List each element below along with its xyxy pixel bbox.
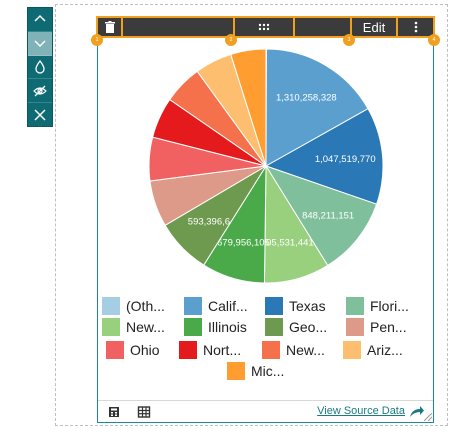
legend-item[interactable]: Ariz... [343, 341, 403, 359]
resize-handle-4[interactable]: 4 [428, 34, 440, 46]
widget-toolbar: Edit [96, 16, 435, 38]
toolbar-spacer-left [123, 18, 235, 36]
legend-item[interactable]: New... [102, 318, 165, 336]
export-icon[interactable] [107, 405, 121, 419]
pie-chart: 4,679,165,81,310,258,3281,047,519,770848… [148, 48, 384, 284]
slice-data-label: 593,396,6 [188, 216, 230, 227]
grip-icon [258, 23, 270, 31]
table-icon[interactable] [137, 405, 151, 419]
edit-button[interactable]: Edit [352, 18, 398, 36]
legend-label: Ohio [130, 342, 160, 358]
legend-item[interactable]: Flori... [346, 297, 409, 315]
hide-button[interactable] [28, 79, 52, 104]
legend-swatch [184, 318, 202, 336]
legend-item[interactable]: Pen... [346, 318, 407, 336]
legend-item[interactable]: Calif... [184, 297, 248, 315]
slice-data-label: 679,956,105 [217, 237, 270, 248]
legend-label: Illinois [208, 319, 247, 335]
slice-data-label: 705,531,441 [261, 238, 314, 249]
legend-item[interactable]: Ohio [106, 341, 160, 359]
legend-label: Calif... [208, 298, 248, 314]
legend-item[interactable]: Geo... [265, 318, 327, 336]
slice-data-label: 1,047,519,770 [315, 154, 376, 165]
pie-slice[interactable] [264, 165, 378, 267]
legend-item[interactable]: New... [262, 341, 325, 359]
legend-swatch [346, 318, 364, 336]
legend-label: Texas [289, 298, 326, 314]
legend-label: Ariz... [367, 342, 403, 358]
legend-swatch [265, 318, 283, 336]
toolbar-spacer-right [295, 18, 352, 36]
share-icon[interactable] [409, 404, 425, 418]
slice-data-label: 848,211,151 [302, 211, 354, 222]
legend-swatch [106, 341, 124, 359]
legend-item[interactable]: Mic... [227, 362, 284, 380]
move-down-button[interactable] [28, 31, 52, 56]
widget-footer: View Source Data [98, 400, 433, 422]
edit-button-label: Edit [362, 19, 386, 35]
legend-swatch [265, 297, 283, 315]
legend-swatch [343, 341, 361, 359]
color-button[interactable] [28, 56, 52, 80]
resize-corner-icon[interactable] [424, 413, 432, 421]
delete-button[interactable] [98, 18, 123, 36]
legend-label: Mic... [251, 363, 285, 379]
legend-item[interactable]: (Oth... [102, 297, 165, 315]
more-vertical-icon [414, 21, 417, 33]
move-up-button[interactable] [28, 8, 52, 32]
pie-slice[interactable] [230, 48, 267, 167]
resize-handle-3[interactable]: 3 [343, 34, 355, 46]
legend-label: Flori... [370, 298, 409, 314]
more-menu-button[interactable] [398, 18, 433, 36]
close-icon [34, 109, 46, 121]
drag-handle[interactable] [235, 18, 295, 36]
legend-swatch [227, 362, 245, 380]
dashboard-frame [55, 4, 448, 426]
legend-item[interactable]: Texas [265, 297, 326, 315]
view-source-data-link[interactable]: View Source Data [317, 405, 405, 417]
legend-label: New... [126, 319, 165, 335]
legend-swatch [102, 297, 120, 315]
legend-swatch [102, 318, 120, 336]
legend-label: Geo... [289, 319, 328, 335]
legend-swatch [184, 297, 202, 315]
chevron-down-icon [34, 40, 46, 48]
legend-swatch [179, 341, 197, 359]
chevron-up-icon [34, 15, 46, 22]
slice-data-label: 1,310,258,328 [276, 92, 337, 103]
drop-icon [35, 59, 45, 74]
legend-swatch [262, 341, 280, 359]
legend-label: New... [286, 342, 325, 358]
legend-label: Pen... [370, 319, 407, 335]
resize-handle-2[interactable]: 2 [225, 34, 237, 46]
side-toolbar [27, 7, 53, 127]
legend-item[interactable]: Nort... [179, 341, 241, 359]
pie-slice[interactable] [265, 48, 369, 167]
legend-swatch [346, 297, 364, 315]
trash-icon [104, 21, 115, 33]
legend-item[interactable]: Illinois [184, 318, 247, 336]
pie-slice[interactable] [264, 108, 384, 205]
eye-off-icon [33, 85, 47, 97]
resize-handle-1[interactable]: 1 [91, 34, 103, 46]
legend-label: Nort... [203, 342, 242, 358]
legend-label: (Oth... [126, 298, 165, 314]
close-button[interactable] [28, 103, 52, 126]
